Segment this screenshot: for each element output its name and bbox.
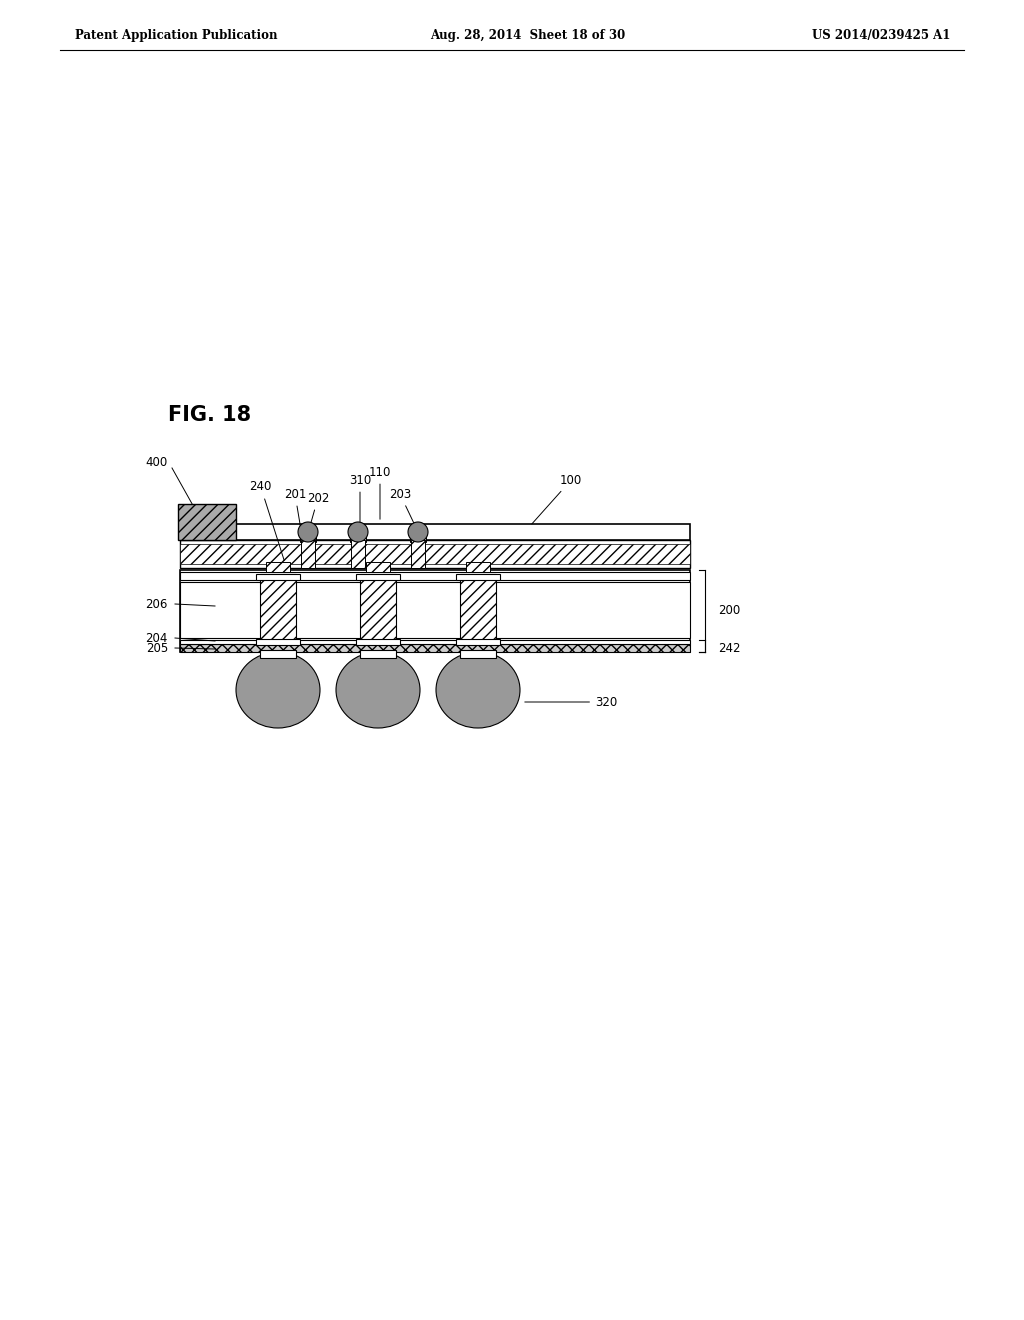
Text: 400: 400 (145, 455, 168, 469)
Ellipse shape (336, 652, 420, 729)
Text: Aug. 28, 2014  Sheet 18 of 30: Aug. 28, 2014 Sheet 18 of 30 (430, 29, 626, 41)
Text: 202: 202 (307, 491, 329, 523)
Text: 201: 201 (284, 487, 306, 533)
Bar (180, 572, 690, 579)
Bar (356, 639, 400, 645)
Text: 206: 206 (145, 598, 168, 610)
Bar (180, 540, 690, 568)
Bar (356, 574, 400, 579)
Bar (411, 540, 425, 568)
Bar (460, 649, 496, 657)
Ellipse shape (298, 521, 318, 543)
Bar (350, 535, 366, 543)
Bar (351, 540, 365, 568)
Text: 204: 204 (145, 631, 168, 644)
Text: 310: 310 (349, 474, 371, 535)
Bar (266, 562, 290, 572)
Bar (466, 562, 490, 572)
Text: Patent Application Publication: Patent Application Publication (75, 29, 278, 41)
Text: 242: 242 (718, 642, 740, 655)
Bar (410, 535, 426, 543)
Ellipse shape (436, 652, 520, 729)
Text: 203: 203 (389, 487, 419, 533)
Bar (366, 562, 390, 572)
Text: FIG. 18: FIG. 18 (168, 405, 251, 425)
Text: 110: 110 (369, 466, 391, 519)
Ellipse shape (348, 521, 368, 543)
Text: 200: 200 (718, 605, 740, 618)
Bar (180, 544, 690, 564)
Bar (178, 504, 236, 540)
Text: US 2014/0239425 A1: US 2014/0239425 A1 (812, 29, 950, 41)
Bar (260, 574, 296, 642)
Bar (300, 535, 316, 543)
Bar (180, 570, 690, 652)
Text: 240: 240 (250, 480, 284, 561)
Bar (180, 640, 690, 644)
Bar (180, 582, 690, 638)
Bar (456, 574, 500, 579)
Bar (256, 639, 300, 645)
Bar (301, 540, 315, 568)
Text: 320: 320 (524, 696, 617, 709)
Bar (256, 574, 300, 579)
Bar (360, 649, 396, 657)
Text: 205: 205 (145, 642, 168, 655)
Ellipse shape (408, 521, 428, 543)
Ellipse shape (236, 652, 319, 729)
Bar (180, 524, 690, 540)
Text: 100: 100 (531, 474, 583, 524)
Bar (260, 649, 296, 657)
Bar (360, 574, 396, 642)
Bar (460, 574, 496, 642)
Bar (180, 644, 690, 652)
Bar (456, 639, 500, 645)
